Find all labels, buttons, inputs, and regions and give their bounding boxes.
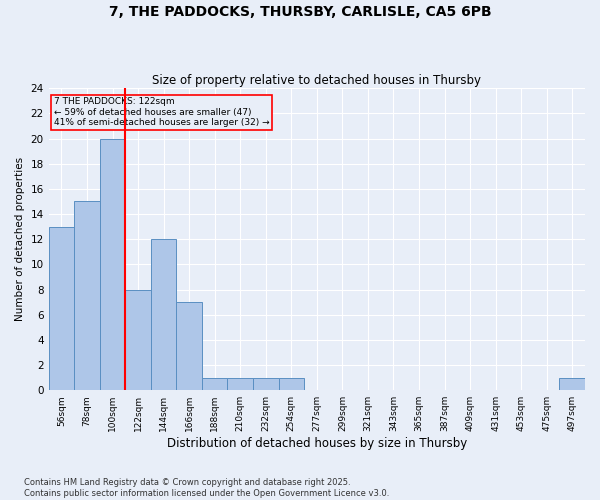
Bar bbox=[74, 202, 100, 390]
Bar bbox=[253, 378, 278, 390]
Bar bbox=[227, 378, 253, 390]
Bar bbox=[176, 302, 202, 390]
Title: Size of property relative to detached houses in Thursby: Size of property relative to detached ho… bbox=[152, 74, 481, 87]
X-axis label: Distribution of detached houses by size in Thursby: Distribution of detached houses by size … bbox=[167, 437, 467, 450]
Bar bbox=[278, 378, 304, 390]
Bar bbox=[49, 226, 74, 390]
Bar bbox=[100, 138, 125, 390]
Bar bbox=[125, 290, 151, 390]
Text: Contains HM Land Registry data © Crown copyright and database right 2025.
Contai: Contains HM Land Registry data © Crown c… bbox=[24, 478, 389, 498]
Bar bbox=[559, 378, 585, 390]
Text: 7, THE PADDOCKS, THURSBY, CARLISLE, CA5 6PB: 7, THE PADDOCKS, THURSBY, CARLISLE, CA5 … bbox=[109, 5, 491, 19]
Bar bbox=[202, 378, 227, 390]
Text: 7 THE PADDOCKS: 122sqm
← 59% of detached houses are smaller (47)
41% of semi-det: 7 THE PADDOCKS: 122sqm ← 59% of detached… bbox=[54, 97, 269, 127]
Y-axis label: Number of detached properties: Number of detached properties bbox=[15, 157, 25, 322]
Bar bbox=[151, 239, 176, 390]
